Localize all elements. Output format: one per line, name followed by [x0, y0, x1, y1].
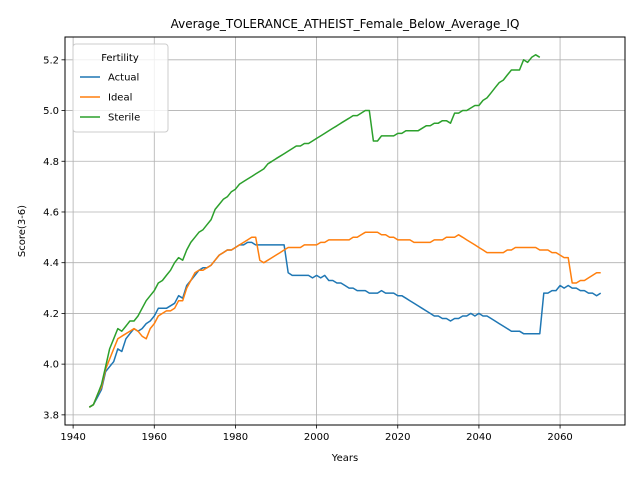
y-axis: 3.8 4.0 4.2 4.4 4.6 4.8 5.0 5.2 — [43, 55, 65, 421]
series-line-ideal — [88, 231, 601, 408]
legend-label-sterile: Sterile — [108, 113, 140, 124]
series-lines — [88, 54, 602, 408]
x-axis-label: Years — [331, 453, 358, 464]
legend-box — [72, 43, 169, 133]
legend-title: Fertility — [101, 53, 139, 64]
y-tick-label: 4.4 — [43, 258, 59, 269]
x-tick-label: 1940 — [60, 432, 85, 443]
legend-items: Actual Ideal Sterile — [80, 73, 140, 124]
x-tick-label: 2020 — [385, 432, 410, 443]
legend-label-actual: Actual — [108, 73, 139, 84]
y-tick-label: 4.2 — [43, 309, 59, 320]
x-axis: 1940 1960 1980 2000 2020 2040 2060 — [60, 425, 573, 443]
y-tick-label: 5.0 — [43, 106, 59, 117]
series-line-actual — [88, 241, 602, 408]
y-tick-label: 4.8 — [43, 157, 59, 168]
y-tick-label: 3.8 — [43, 410, 59, 421]
y-axis-label: Score(3-6) — [17, 205, 28, 257]
x-tick-label: 1980 — [223, 432, 248, 443]
y-tick-label: 5.2 — [43, 55, 59, 66]
y-tick-label: 4.6 — [43, 207, 59, 218]
x-tick-label: 1960 — [142, 432, 167, 443]
y-tick-label: 4.0 — [43, 360, 59, 371]
x-tick-label: 2060 — [547, 432, 572, 443]
legend: Fertility Actual Ideal Sterile — [72, 43, 169, 133]
plot-frame — [64, 36, 626, 426]
grid — [65, 37, 625, 425]
x-tick-label: 2000 — [304, 432, 329, 443]
x-tick-label: 2040 — [466, 432, 491, 443]
legend-label-ideal: Ideal — [108, 93, 132, 104]
series-line-sterile — [88, 54, 541, 408]
chart-title: Average_TOLERANCE_ATHEIST_Female_Below_A… — [171, 17, 520, 31]
